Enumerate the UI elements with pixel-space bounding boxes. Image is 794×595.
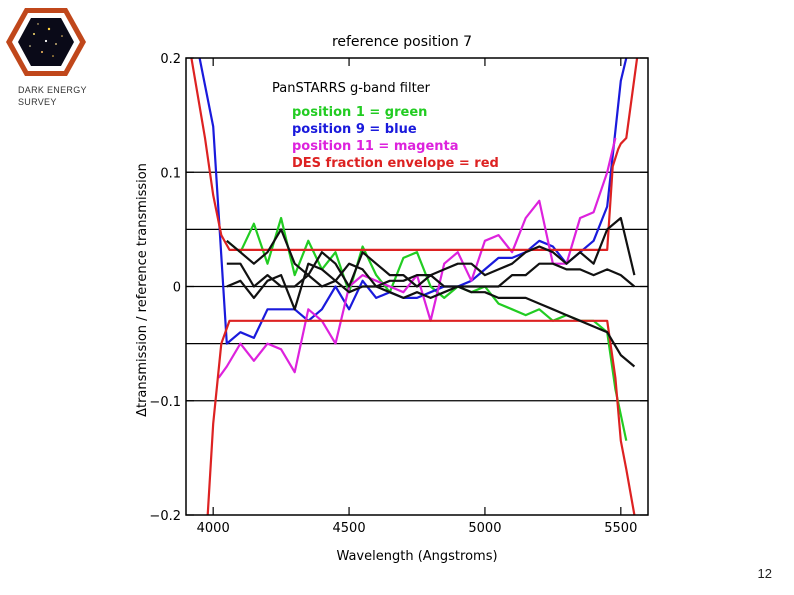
logo-text: DARK ENERGY SURVEY: [18, 84, 87, 108]
reference-lines: [186, 171, 648, 402]
y-axis-label: Δtransmission / reference transmission: [135, 163, 150, 417]
chart-title: reference position 7: [332, 34, 472, 50]
axis-ticks: 4000 4500 5000 5500 −0.2 −0.1 0 0.1 0.2: [149, 52, 648, 536]
series-line-3: [190, 58, 639, 251]
logo-line-1: DARK ENERGY: [18, 85, 87, 95]
series-line-4: [206, 319, 636, 515]
logo-line-2: SURVEY: [18, 97, 57, 107]
x-tick-label-3: 5500: [604, 521, 637, 536]
x-axis-label: Wavelength (Angstroms): [336, 549, 497, 564]
y-tick-label-3: 0.1: [160, 166, 181, 181]
x-tick-label-0: 4000: [197, 521, 230, 536]
series-line-2: [217, 137, 617, 379]
legend-entry-0: position 1 = green: [292, 105, 427, 120]
y-tick-label-0: −0.2: [149, 509, 181, 524]
y-tick-label-2: 0: [173, 281, 181, 296]
legend-entry-3: DES fraction envelope = red: [292, 156, 499, 171]
chart: reference position 7 4000 4500 5000 5500 −0.…: [135, 34, 649, 564]
legend-entry-2: position 11 = magenta: [292, 139, 459, 154]
page-number: 12: [757, 566, 772, 581]
y-tick-label-1: −0.1: [149, 395, 181, 410]
series-line-6: [226, 262, 636, 368]
x-tick-label-1: 4500: [333, 521, 366, 536]
legend: PanSTARRS g-band filter position 1 = gre…: [272, 81, 499, 171]
legend-entry-1: position 9 = blue: [292, 122, 417, 137]
series-line-1: [198, 58, 628, 345]
series-line-0: [226, 216, 628, 441]
y-tick-label-4: 0.2: [160, 52, 181, 67]
x-tick-label-2: 5000: [468, 521, 501, 536]
series-line-7: [226, 216, 636, 311]
series-layer: [190, 58, 639, 515]
legend-title: PanSTARRS g-band filter: [272, 81, 431, 96]
des-logo: [6, 8, 86, 76]
